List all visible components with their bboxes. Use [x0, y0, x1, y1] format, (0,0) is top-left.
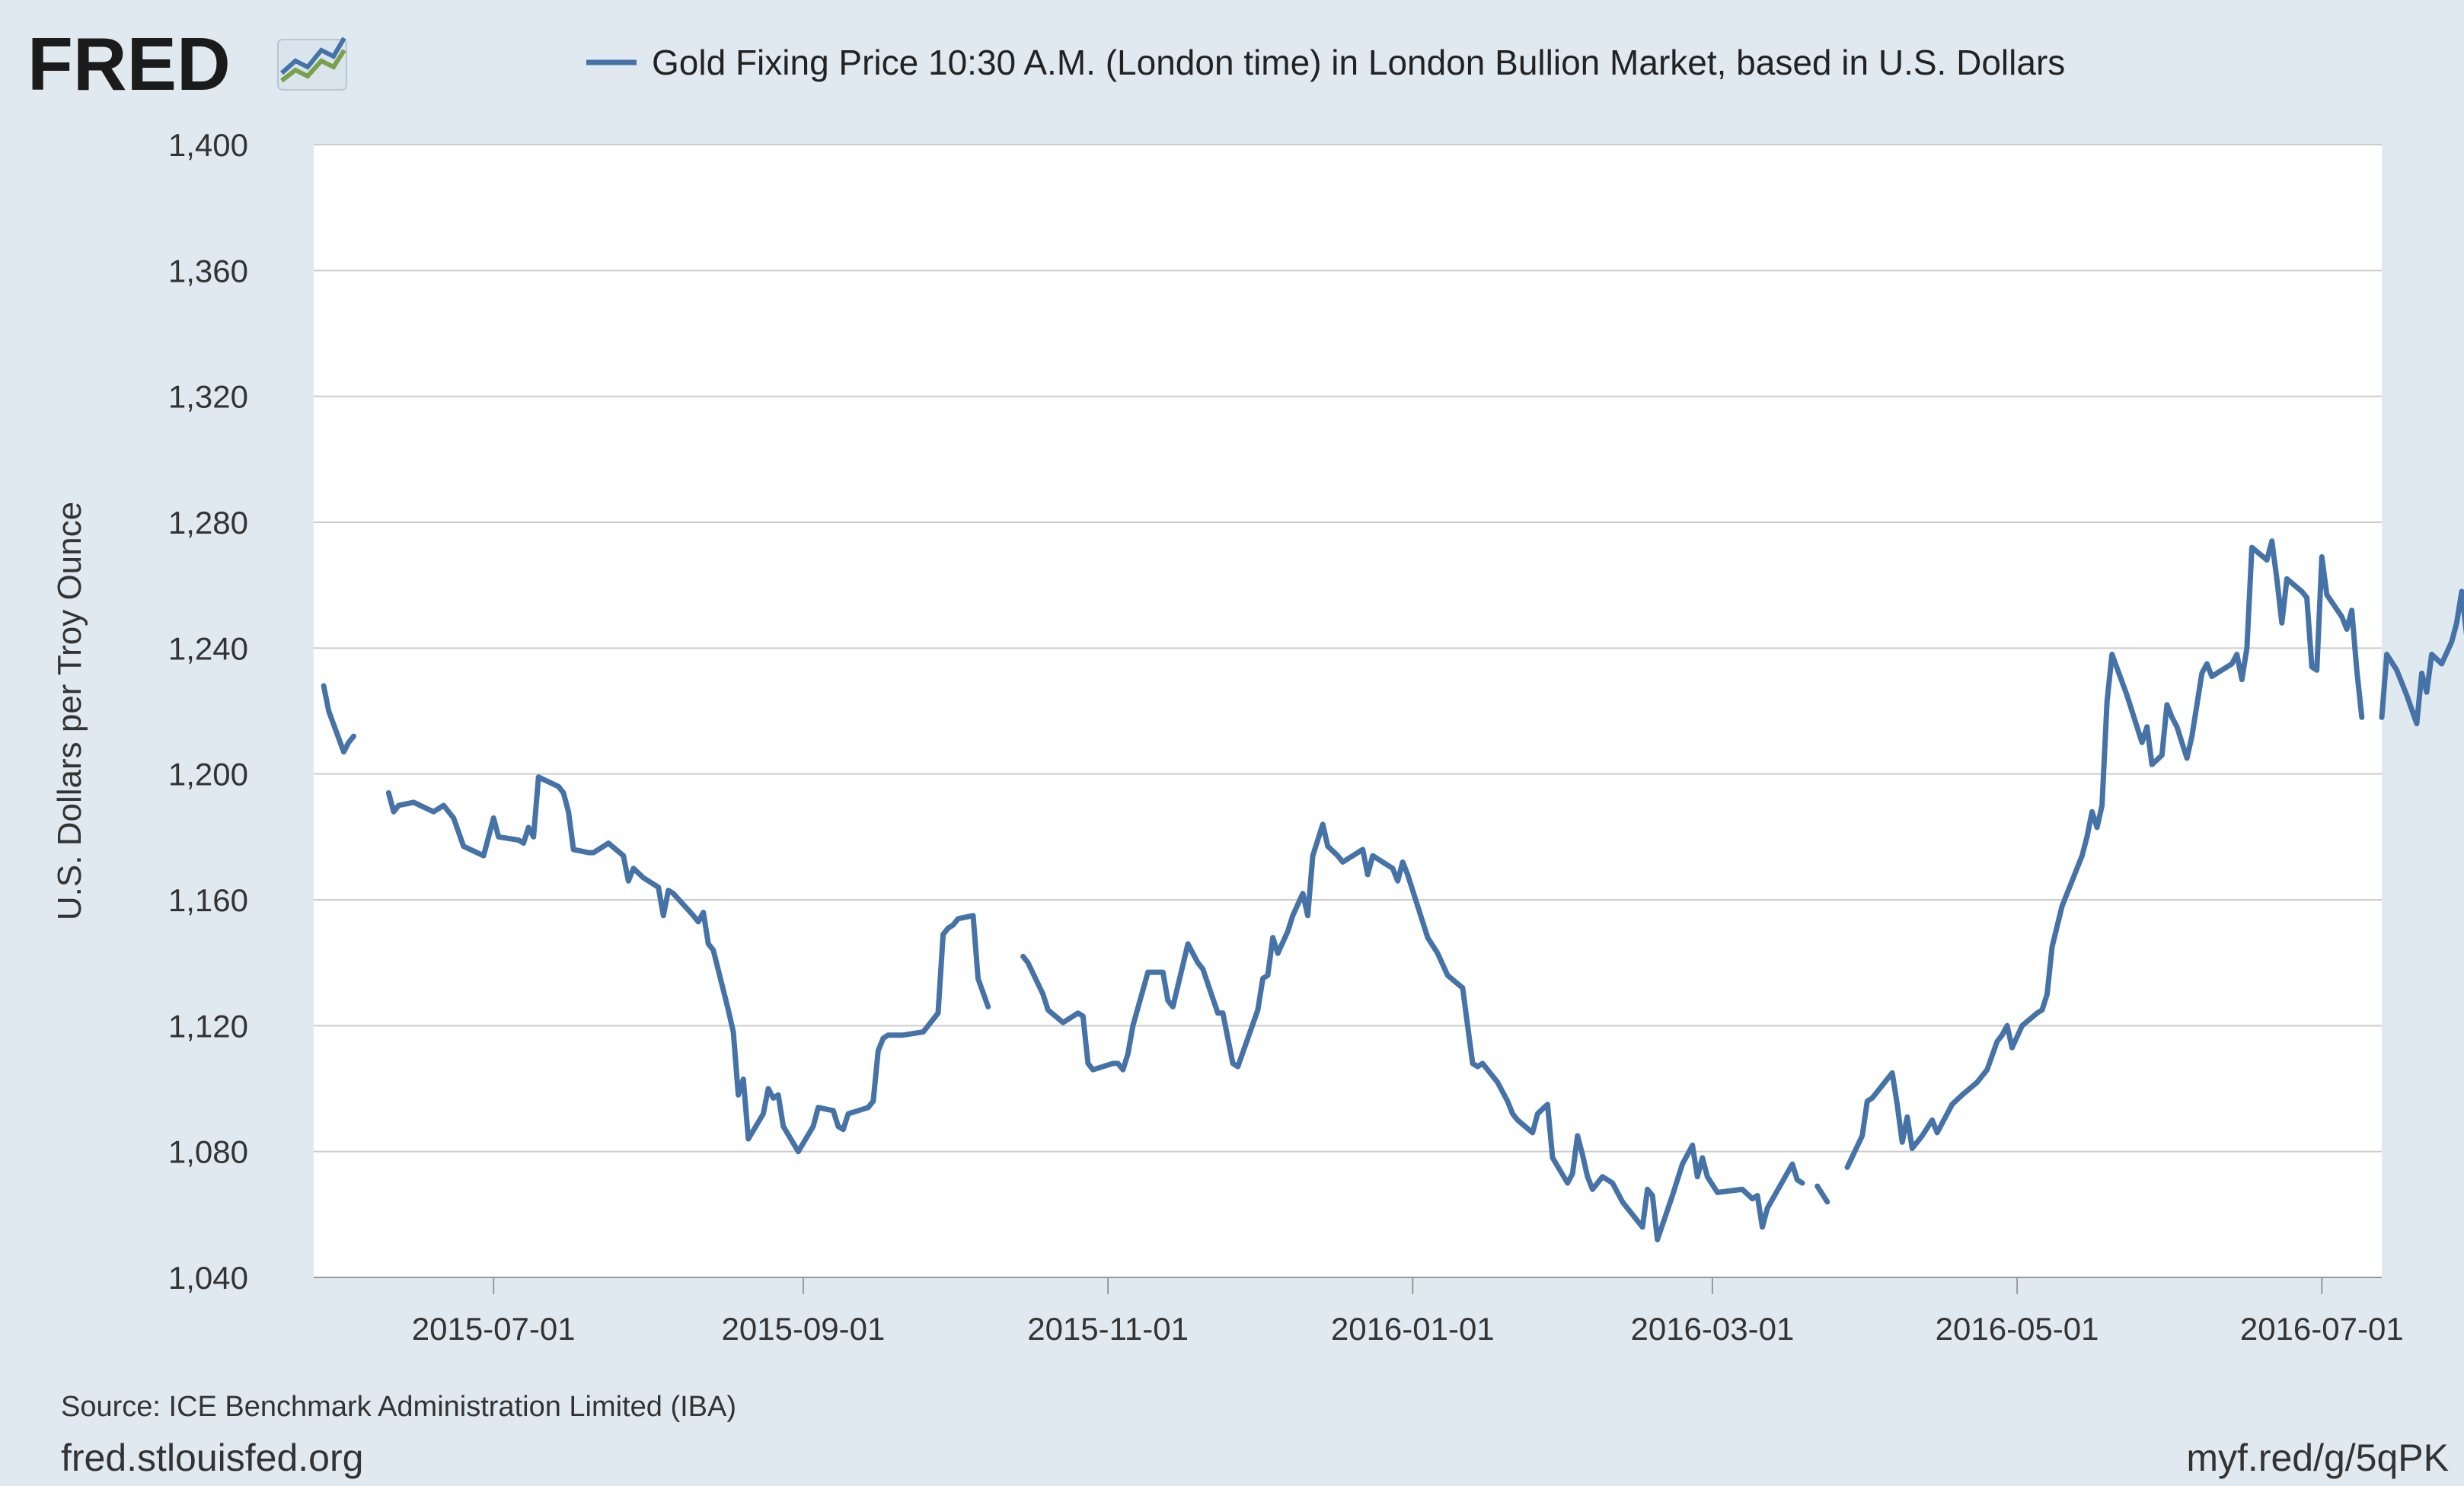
series-gold-price	[321, 538, 2464, 1242]
y-tick-label: 1,160	[168, 882, 248, 918]
x-tick-label: 2016-03-01	[1630, 1311, 1794, 1347]
y-tick-label: 1,080	[168, 1134, 248, 1170]
y-tick-label: 1,040	[168, 1260, 248, 1296]
plot-area	[314, 145, 2382, 1277]
site-link[interactable]: fred.stlouisfed.org	[61, 1437, 363, 1479]
x-tick-label: 2015-07-01	[412, 1311, 576, 1347]
gridlines	[314, 144, 2382, 1153]
series-line-segment	[2379, 588, 2464, 726]
x-tick-label: 2016-01-01	[1331, 1311, 1495, 1347]
x-tick-label: 2015-11-01	[1027, 1311, 1189, 1347]
y-axis-label: U.S. Dollars per Troy Ounce	[51, 502, 88, 920]
x-tick-label: 2016-05-01	[1936, 1311, 2099, 1347]
source-note: Source: ICE Benchmark Administration Lim…	[61, 1391, 736, 1423]
x-tick-label: 2016-07-01	[2240, 1311, 2404, 1347]
series-line-segment	[1844, 538, 2365, 1170]
x-axis-ticks: 2015-07-01 2015-09-01 2015-11-01 2016-01-01…	[412, 1277, 2404, 1347]
series-line-segment	[1814, 1183, 1830, 1205]
y-tick-label: 1,200	[168, 757, 248, 792]
y-tick-label: 1,400	[168, 127, 248, 163]
legend[interactable]: Gold Fixing Price 10:30 A.M. (London tim…	[586, 43, 2065, 82]
short-link[interactable]: myf.red/g/5qPK	[2186, 1437, 2449, 1479]
fred-logo-icon	[277, 37, 347, 91]
series-line-segment	[321, 683, 356, 755]
x-tick-label: 2015-09-01	[721, 1311, 885, 1347]
y-tick-label: 1,120	[168, 1008, 248, 1044]
y-tick-label: 1,360	[168, 253, 248, 289]
y-tick-label: 1,320	[168, 379, 248, 415]
series-line-segment	[385, 774, 991, 1155]
legend-series-label: Gold Fixing Price 10:30 A.M. (London tim…	[652, 43, 2065, 82]
y-tick-label: 1,280	[168, 505, 248, 541]
y-tick-label: 1,240	[168, 630, 248, 666]
fred-logo[interactable]: FRED	[27, 22, 347, 106]
y-axis-ticks: 1,040 1,080 1,120 1,160 1,200 1,240 1,280 1,320…	[168, 127, 248, 1296]
fred-logo-text: FRED	[27, 22, 231, 106]
series-line-segment	[1020, 821, 1805, 1242]
